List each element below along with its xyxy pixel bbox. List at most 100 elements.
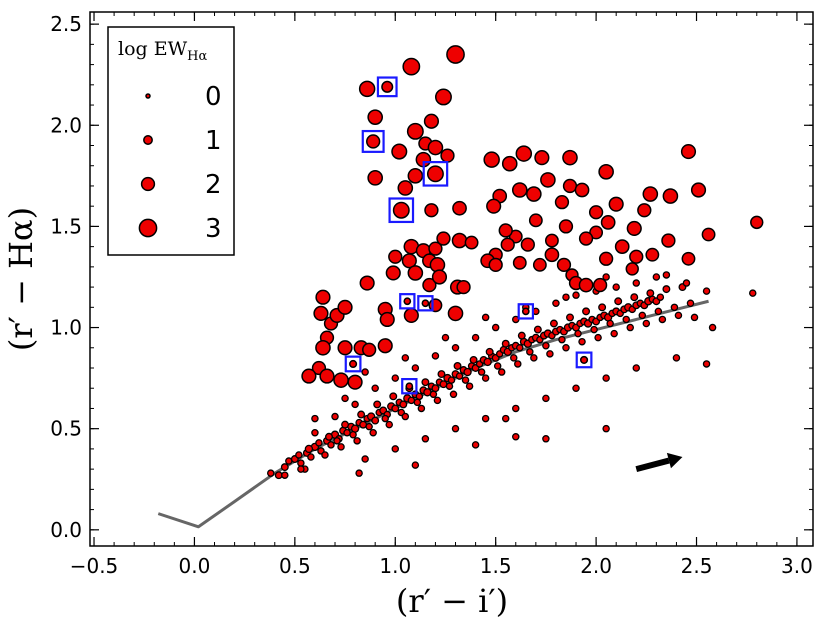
scatter-point (358, 80, 376, 98)
scatter-point (389, 392, 398, 401)
y-tick-label: 0.5 (50, 417, 82, 441)
scatter-point (407, 168, 424, 184)
scatter-point (427, 139, 444, 156)
y-tick-label: 1.5 (50, 214, 82, 238)
scatter-point (654, 307, 663, 316)
scatter-point (637, 203, 652, 218)
scatter-point (602, 273, 610, 281)
arrow-head (666, 452, 683, 469)
scatter-points (266, 45, 764, 480)
scatter-point (341, 394, 349, 403)
scatter-point (638, 311, 647, 320)
scatter-point (549, 319, 558, 328)
scatter-point (511, 182, 528, 198)
scatter-point (424, 203, 439, 218)
scatter-point (301, 368, 317, 384)
scatter-point (355, 469, 363, 477)
scatter-point (661, 233, 676, 248)
scatter-point (406, 122, 424, 140)
scatter-point (662, 271, 671, 279)
scatter-point (701, 227, 716, 242)
scatter-point (351, 400, 359, 409)
scatter-point (391, 445, 400, 453)
scatter-point (485, 347, 494, 356)
scatter-point (582, 307, 591, 316)
scatter-point (280, 463, 289, 472)
scatter-point (562, 344, 570, 352)
boxed-point (405, 382, 414, 391)
x-tick-label: 0.0 (179, 554, 211, 578)
scatter-point (528, 213, 543, 228)
y-axis-label: (r′ − Hα) (2, 207, 40, 351)
scatter-point (421, 435, 430, 443)
scatter-point (402, 57, 421, 76)
scatter-point (349, 430, 357, 439)
scatter-point (333, 372, 349, 388)
scatter-point (361, 368, 369, 376)
scatter-point (512, 404, 520, 413)
scatter-point (542, 341, 550, 350)
scatter-point (315, 289, 331, 305)
scatter-point (645, 247, 660, 262)
scatter-point (341, 420, 350, 429)
y-tick-label: 1.0 (50, 316, 82, 340)
boxed-point (392, 201, 410, 219)
scatter-point (347, 374, 363, 390)
scatter-point (656, 293, 665, 301)
scatter-point (642, 319, 651, 328)
scatter-point (500, 237, 515, 252)
scatter-point (642, 186, 659, 202)
scatter-point (407, 396, 416, 405)
boxed-point (381, 80, 394, 93)
scatter-point (680, 143, 697, 160)
scatter-point (391, 404, 400, 413)
scatter-point (493, 362, 502, 370)
scatter-point (327, 441, 335, 449)
scatter-point (371, 416, 380, 425)
scatter-point (477, 368, 486, 376)
scatter-point (501, 155, 518, 172)
scatter-point (365, 422, 373, 431)
scatter-point (436, 231, 451, 246)
scatter-point (652, 273, 661, 281)
scatter-point (544, 233, 559, 248)
scatter-point (421, 378, 430, 387)
scatter-point (533, 325, 542, 334)
scatter-point (702, 287, 711, 295)
scatter-point (373, 400, 382, 409)
scatter-point (558, 219, 574, 234)
scatter-point (488, 257, 503, 272)
scatter-point (517, 331, 526, 340)
scatter-point (311, 414, 319, 423)
legend-label: 0 (205, 82, 222, 112)
scatter-point (321, 451, 329, 459)
scatter-point (337, 340, 353, 356)
scatter-point (554, 194, 570, 210)
scatter-point (530, 354, 538, 362)
scatter-point (266, 469, 275, 477)
scatter-point (297, 459, 305, 467)
scatter-point (686, 299, 695, 308)
scatter-point (319, 368, 335, 384)
scatter-point (598, 163, 614, 180)
scatter-point (401, 412, 410, 421)
scatter-point (463, 367, 472, 377)
scatter-point (532, 257, 547, 272)
plot-frame (89, 11, 814, 547)
boxed-point (366, 134, 381, 149)
scatter-point (515, 145, 533, 162)
scatter-point (481, 374, 490, 382)
scatter-point (578, 337, 586, 346)
scatter-point (566, 313, 574, 322)
scatter-point (578, 277, 594, 293)
scatter-point (311, 428, 319, 437)
x-tick-label: 3.0 (781, 554, 813, 578)
reddening-vector-arrow (635, 452, 683, 473)
scatter-point (690, 182, 707, 198)
scatter-point (357, 410, 366, 419)
scatter-point (413, 398, 422, 407)
scatter-point (325, 432, 333, 441)
scatter-point (452, 200, 467, 216)
scatter-point (483, 357, 492, 367)
